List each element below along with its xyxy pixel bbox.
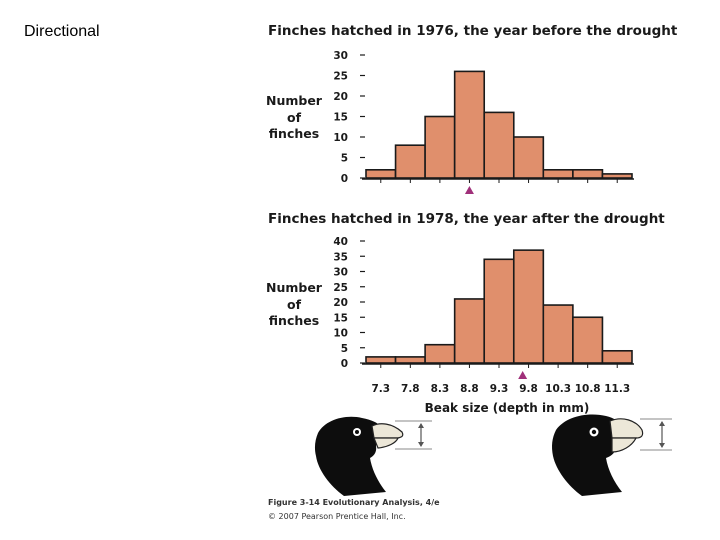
chart1-bar-8.3 [424,115,456,179]
chart1-ylabel: Number of finches [266,93,323,141]
chart2-ytick-label: 20 [333,297,348,309]
chart2-ylabel-line3: finches [269,313,319,328]
chart1-bar-7.8 [394,144,426,179]
chart2-xtick-label: 8.3 [431,383,450,395]
chart2-ylabel-line1: Number [266,280,323,295]
small-beak-finch-illustration [314,416,432,496]
chart1-bar-10.3 [542,169,574,179]
chart1-ytick-label: 10 [333,132,348,144]
chart1-ytick-label: 0 [341,173,348,185]
chart2-ytick-label: 35 [333,251,348,263]
figure-caption-line1: Figure 3-14 Evolutionary Analysis, 4/e [268,498,440,507]
large-beak-finch-illustration [552,414,672,496]
chart1-ytick-label: 30 [333,50,348,62]
chart1-x-ticks [380,179,618,183]
chart1-ytick-label: 5 [341,153,348,165]
chart2-xtick-label: 11.3 [604,383,630,395]
figure-caption-line2: © 2007 Pearson Prentice Hall, Inc. [268,512,406,521]
chart2-xtick-label: 8.8 [460,383,479,395]
chart2-x-ticks [380,364,618,368]
chart1-bar-11.3 [601,173,633,179]
chart2-xtick-label: 10.3 [545,383,571,395]
chart2-xlabel: Beak size (depth in mm) [425,401,590,415]
chart2-ytick-label: 40 [333,236,348,248]
chart2-bar-10.8 [572,316,604,364]
chart2-x-tick-labels: 7.3 7.8 8.3 8.8 9.3 9.8 10.3 10.8 11.3 [371,383,630,395]
chart2-ytick-label: 10 [333,328,348,340]
chart2-xtick-label: 9.3 [490,383,509,395]
chart2-xtick-label: 10.8 [575,383,601,395]
chart2-bar-8.3 [424,343,456,364]
chart2-ytick-label: 5 [341,343,348,355]
chart1-bar-10.8 [572,169,604,179]
chart1-ylabel-line3: finches [269,126,319,141]
chart2-bar-7.8 [394,356,426,364]
chart2-ylabel: Number of finches [266,280,323,328]
chart1-mean-marker [464,186,474,194]
chart1-ylabel-line2: of [287,110,302,125]
chart2-bar-9.3 [483,258,515,364]
chart2-bar-11.3 [601,349,633,364]
chart2-xtick-label: 7.3 [371,383,390,395]
chart1-ytick-label: 20 [333,91,348,103]
chart1-ylabel-line1: Number [266,93,323,108]
chart1-bar-9.8 [512,136,545,179]
chart2-ytick-label: 30 [333,267,348,279]
chart2-ytick-label: 25 [333,282,348,294]
chart1-ytick-label: 25 [333,71,348,83]
chart1-bar-7.3 [365,169,397,179]
chart2-bar-10.3 [542,304,574,364]
chart2-bars [365,249,633,364]
chart2-y-axis: 0 5 10 15 20 25 30 35 40 [333,236,365,370]
chart1-ytick-label: 15 [333,112,348,124]
chart1-bar-9.3 [483,111,515,179]
slide-title: Directional [24,23,100,40]
chart2-xtick-label: 7.8 [401,383,420,395]
chart1-title: Finches hatched in 1976, the year before… [268,23,678,39]
chart1-bar-8.8 [453,70,486,179]
chart2-title: Finches hatched in 1978, the year after … [268,211,665,227]
chart1-bars [365,70,633,179]
chart1-y-axis: 0 5 10 15 20 25 30 [333,50,365,185]
chart2-ytick-label: 15 [333,312,348,324]
chart2-ylabel-line2: of [287,297,302,312]
chart2-ytick-label: 0 [341,358,348,370]
chart2-xtick-label: 9.8 [519,383,538,395]
chart2-bar-7.3 [365,356,397,364]
chart2-bar-9.8 [512,249,545,364]
chart2-mean-marker [518,371,528,379]
chart2-bar-8.8 [453,298,486,364]
